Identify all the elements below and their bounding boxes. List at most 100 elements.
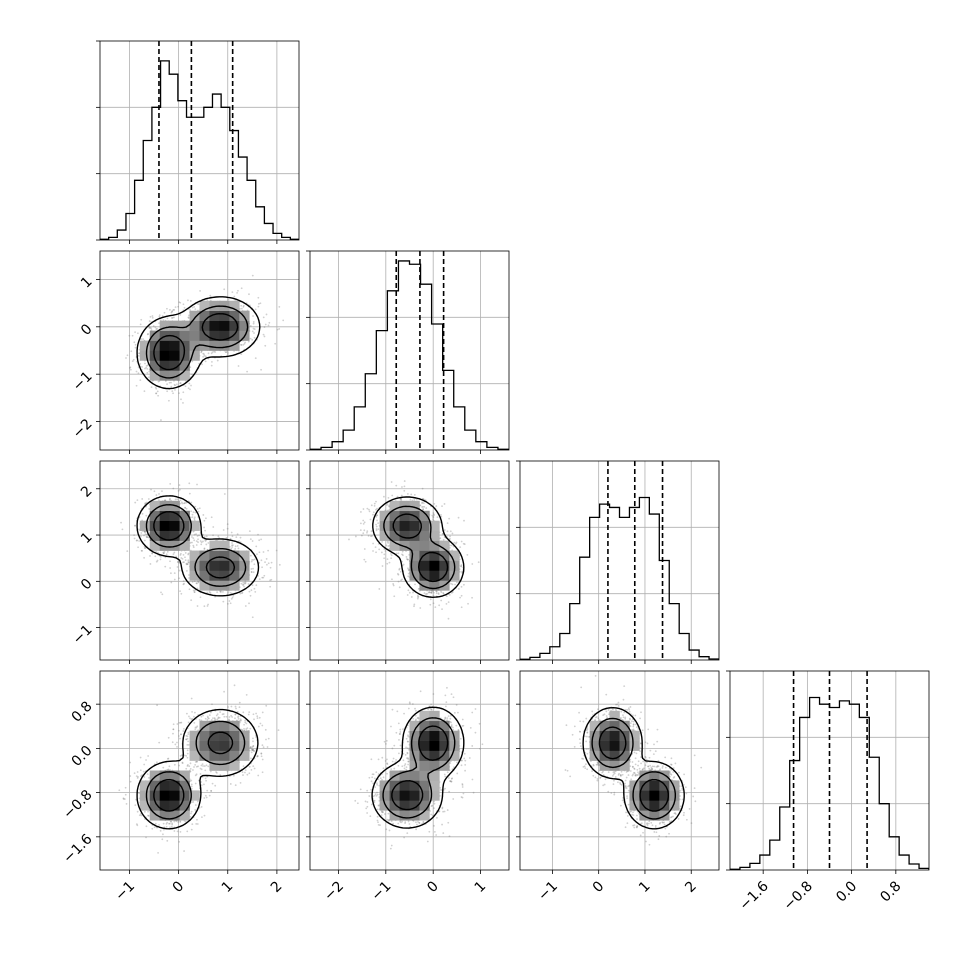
sample-point: [146, 536, 148, 539]
density-cell: [429, 520, 440, 531]
sample-point: [195, 582, 198, 585]
sample-point: [381, 541, 383, 543]
sample-point: [169, 308, 171, 311]
density-cell: [159, 500, 170, 512]
density-cell: [239, 320, 250, 331]
sample-point: [419, 607, 422, 609]
sample-point: [235, 707, 237, 710]
sample-point: [373, 502, 376, 505]
sample-point: [427, 591, 430, 594]
sample-point: [192, 546, 195, 549]
density-cell: [169, 340, 180, 351]
sample-point: [158, 493, 160, 495]
sample-point: [164, 565, 167, 568]
density-cell: [209, 310, 220, 321]
sample-point: [235, 536, 238, 539]
sample-point: [188, 492, 191, 495]
sample-point: [269, 566, 272, 569]
sample-point: [162, 551, 165, 554]
sample-point: [429, 603, 432, 606]
density-cell: [159, 320, 170, 331]
sample-point: [172, 487, 175, 490]
sample-point: [463, 543, 466, 546]
sample-point: [157, 551, 159, 554]
sample-point: [195, 726, 198, 729]
sample-point: [251, 616, 254, 619]
sample-point: [459, 596, 461, 599]
sample-point: [216, 591, 219, 594]
sample-point: [185, 570, 188, 572]
density-cell: [199, 580, 210, 591]
sample-point: [199, 290, 201, 292]
sample-point: [270, 578, 273, 581]
sample-point: [262, 551, 265, 553]
sample-point: [275, 549, 278, 552]
sample-point: [227, 351, 229, 354]
sample-point: [143, 390, 146, 393]
sample-point: [403, 485, 406, 488]
sample-point: [256, 553, 258, 556]
sample-point: [213, 350, 215, 353]
sample-point: [248, 590, 251, 593]
sample-point: [186, 563, 189, 566]
sample-point: [413, 603, 416, 606]
sample-point: [147, 498, 150, 500]
sample-point: [251, 746, 254, 749]
sample-point: [234, 713, 237, 716]
density-cell: [169, 360, 180, 371]
histogram-panel-2: [516, 460, 720, 664]
sample-point: [189, 388, 191, 391]
density-cell: [209, 540, 220, 551]
sample-point: [182, 391, 185, 394]
sample-point: [445, 595, 448, 598]
sample-point: [144, 367, 146, 370]
y-tick-label: 1: [78, 274, 96, 292]
contour-level-1: [145, 504, 247, 587]
sample-point: [247, 583, 250, 585]
sample-point: [185, 501, 188, 504]
density-cell: [159, 350, 170, 361]
density-cell: [179, 540, 190, 551]
sample-point: [269, 585, 272, 588]
sample-point: [150, 329, 153, 331]
sample-point: [145, 364, 148, 367]
sample-point: [428, 591, 431, 593]
sample-point: [162, 319, 165, 321]
density-cell: [209, 560, 220, 571]
sample-point: [204, 529, 207, 532]
sample-point: [237, 289, 239, 292]
sample-point: [205, 779, 207, 782]
sample-point: [392, 583, 395, 585]
sample-point: [242, 584, 244, 586]
sample-point: [166, 307, 168, 310]
sample-point: [204, 360, 207, 363]
sample-point: [144, 531, 146, 534]
sample-point: [237, 365, 240, 367]
density-cell: [159, 370, 170, 381]
sample-point: [171, 316, 174, 319]
scatter-panel-2-1: [306, 460, 510, 664]
sample-point: [164, 499, 167, 502]
density-cell: [239, 550, 250, 561]
density-cell: [229, 330, 240, 341]
sample-point: [195, 540, 198, 543]
sample-point: [233, 295, 236, 298]
sample-point: [208, 590, 211, 593]
sample-point: [231, 544, 234, 547]
sample-point: [192, 530, 195, 533]
sample-point: [461, 570, 464, 573]
sample-point: [173, 572, 176, 575]
sample-point: [177, 490, 180, 492]
sample-point: [180, 557, 183, 559]
sample-point: [372, 513, 374, 516]
sample-point: [264, 323, 267, 326]
sample-point: [252, 327, 255, 330]
sample-point: [179, 313, 182, 316]
sample-point: [243, 342, 246, 345]
sample-point: [362, 532, 365, 535]
sample-point: [144, 362, 146, 365]
sample-point: [140, 549, 143, 552]
sample-point: [234, 547, 237, 550]
density-cell: [429, 530, 440, 541]
sample-point: [170, 381, 172, 384]
